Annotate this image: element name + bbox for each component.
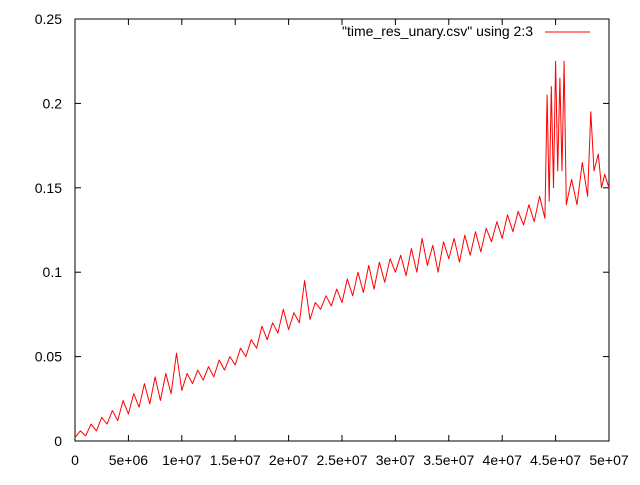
x-tick-label-10: 5e+07 (589, 452, 629, 468)
x-tick-label-4: 2e+07 (269, 452, 309, 468)
legend-label: "time_res_unary.csv" using 2:3 (342, 23, 533, 39)
y-tick-label-1: 0.05 (35, 349, 62, 365)
y-tick-label-3: 0.15 (35, 180, 62, 196)
x-tick-label-0: 0 (71, 452, 79, 468)
x-tick-label-7: 3.5e+07 (423, 452, 474, 468)
y-tick-label-0: 0 (54, 433, 62, 449)
x-tick-label-5: 2.5e+07 (317, 452, 368, 468)
x-tick-label-2: 1e+07 (162, 452, 202, 468)
y-tick-label-4: 0.2 (43, 95, 63, 111)
y-tick-label-2: 0.1 (43, 264, 63, 280)
x-tick-label-1: 5e+06 (109, 452, 149, 468)
x-axis-ticks: 0 5e+06 1e+07 1.5e+07 2e+07 2.5e+07 3e+07 3.5e+… (71, 19, 629, 468)
series-line-0 (74, 60, 610, 438)
x-tick-label-9: 4.5e+07 (530, 452, 581, 468)
series-layer (74, 60, 610, 438)
y-axis-ticks: 0 0.05 0.1 0.15 0.2 0.25 (35, 11, 609, 449)
x-tick-label-6: 3e+07 (376, 452, 416, 468)
x-tick-label-3: 1.5e+07 (210, 452, 261, 468)
y-tick-label-5: 0.25 (35, 11, 62, 27)
legend: "time_res_unary.csv" using 2:3 (342, 23, 590, 39)
x-tick-label-8: 4e+07 (483, 452, 523, 468)
